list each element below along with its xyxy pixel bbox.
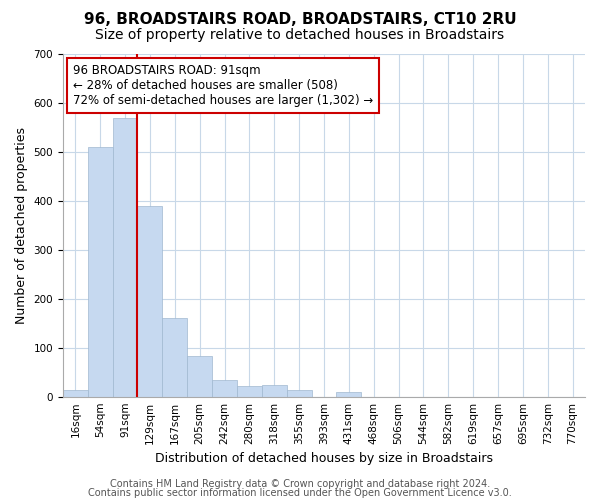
Bar [88,146,113,396]
X-axis label: Distribution of detached houses by size in Broadstairs: Distribution of detached houses by size … [155,452,493,465]
Text: Contains public sector information licensed under the Open Government Licence v3: Contains public sector information licen… [88,488,512,498]
Bar [187,356,212,397]
Bar [337,392,361,396]
Text: 96 BROADSTAIRS ROAD: 91sqm
← 28% of detached houses are smaller (508)
72% of sem: 96 BROADSTAIRS ROAD: 91sqm ← 28% of deta… [73,64,374,108]
Text: 96, BROADSTAIRS ROAD, BROADSTAIRS, CT10 2RU: 96, BROADSTAIRS ROAD, BROADSTAIRS, CT10 … [83,12,517,28]
Bar [212,380,237,396]
Bar [137,206,163,396]
Bar [163,318,187,396]
Bar [287,390,311,396]
Text: Contains HM Land Registry data © Crown copyright and database right 2024.: Contains HM Land Registry data © Crown c… [110,479,490,489]
Text: Size of property relative to detached houses in Broadstairs: Size of property relative to detached ho… [95,28,505,42]
Bar [262,385,287,396]
Bar [63,390,88,396]
Bar [113,118,137,396]
Bar [237,386,262,396]
Y-axis label: Number of detached properties: Number of detached properties [15,127,28,324]
